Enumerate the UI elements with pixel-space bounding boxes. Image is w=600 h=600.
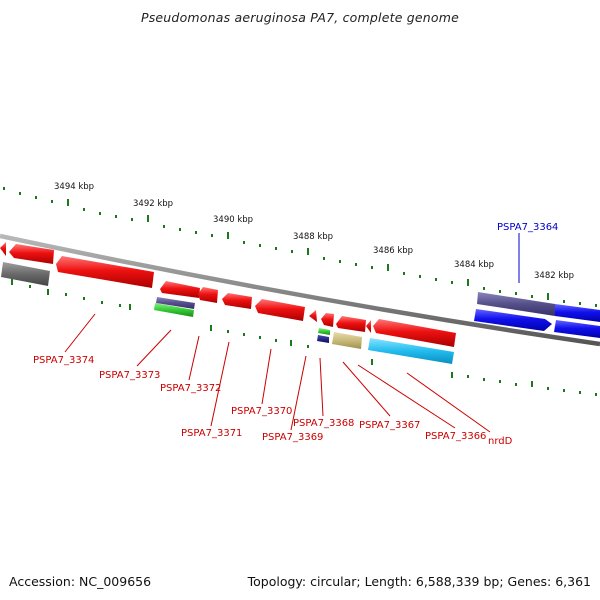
gene-label[interactable]: PSPA7_3364 — [497, 222, 558, 233]
gene-label[interactable]: PSPA7_3372 — [160, 383, 221, 394]
gene-blue-forward[interactable] — [554, 320, 600, 338]
inner-tick-ring — [11, 279, 597, 396]
gene-arrow[interactable] — [309, 310, 317, 322]
gene-label[interactable]: PSPA7_3374 — [33, 355, 94, 366]
gene-arrow[interactable] — [9, 244, 54, 264]
label-leader-lines — [64, 233, 520, 433]
tick-label: 3492 kbp — [133, 199, 173, 209]
gene-PSPA7_3368[interactable] — [336, 316, 366, 332]
gene-PSPA7_3366[interactable] — [373, 319, 456, 347]
gene-PSPA7_3373[interactable] — [160, 281, 200, 298]
gene-arrow[interactable] — [366, 320, 371, 333]
feature-green-small[interactable] — [318, 328, 330, 335]
forward-genes — [474, 292, 600, 338]
major-tick — [467, 279, 469, 286]
genome-backbone — [0, 233, 600, 347]
major-tick — [147, 215, 149, 222]
major-tick — [451, 372, 453, 378]
tick-label: 3490 kbp — [213, 215, 253, 225]
reverse-genes — [0, 242, 456, 347]
major-tick — [67, 199, 69, 206]
major-tick — [307, 248, 309, 255]
major-tick — [387, 264, 389, 271]
tick-label: 3482 kbp — [534, 271, 574, 281]
gene-blue-forward[interactable] — [474, 309, 552, 331]
outer-tick-ring — [3, 187, 597, 307]
gene-blue-forward[interactable] — [555, 304, 600, 322]
gene-PSPA7_3371[interactable] — [222, 293, 252, 309]
gene-PSPA7_3370[interactable] — [255, 299, 305, 321]
gene-label[interactable]: PSPA7_3366 — [425, 431, 486, 442]
gene-label[interactable]: PSPA7_3369 — [262, 432, 323, 443]
feature-nrdD[interactable] — [368, 338, 454, 364]
gene-label[interactable]: PSPA7_3371 — [181, 428, 242, 439]
gene-label[interactable]: PSPA7_3373 — [99, 370, 160, 381]
major-tick — [11, 279, 13, 285]
major-tick — [371, 359, 373, 365]
tick-label: 3484 kbp — [454, 260, 494, 270]
major-tick — [547, 293, 549, 300]
tick-label: 3486 kbp — [373, 246, 413, 256]
major-tick — [47, 289, 49, 295]
major-tick — [531, 381, 533, 387]
gene-arrow[interactable] — [0, 242, 6, 256]
feature-PSPA7_3367[interactable] — [332, 332, 362, 349]
gene-PSPA7_3374[interactable] — [56, 256, 154, 288]
major-tick — [290, 340, 292, 346]
gene-label[interactable]: PSPA7_3368 — [293, 418, 354, 429]
major-tick — [210, 325, 212, 331]
major-tick — [129, 304, 131, 310]
other-features — [1, 262, 454, 364]
gene-PSPA7_3372[interactable] — [198, 287, 218, 303]
major-tick — [227, 232, 229, 239]
feature-grey[interactable] — [1, 262, 50, 286]
tick-label: 3488 kbp — [293, 232, 333, 242]
feature-green[interactable] — [154, 303, 194, 317]
gene-PSPA7_3369[interactable] — [321, 313, 334, 327]
gene-label[interactable]: PSPA7_3370 — [231, 406, 292, 417]
feature-purple[interactable] — [156, 297, 195, 309]
gene-label[interactable]: PSPA7_3367 — [359, 420, 420, 431]
gene-PSPA7_3364[interactable] — [477, 292, 555, 316]
genome-summary-text: Topology: circular; Length: 6,588,339 bp… — [247, 574, 591, 589]
feature-navy[interactable] — [317, 335, 329, 343]
accession-text: Accession: NC_009656 — [9, 574, 152, 589]
gene-label[interactable]: nrdD — [488, 436, 513, 447]
tick-label: 3494 kbp — [54, 182, 94, 192]
genome-title: Pseudomonas aeruginosa PA7, complete gen… — [140, 10, 460, 25]
